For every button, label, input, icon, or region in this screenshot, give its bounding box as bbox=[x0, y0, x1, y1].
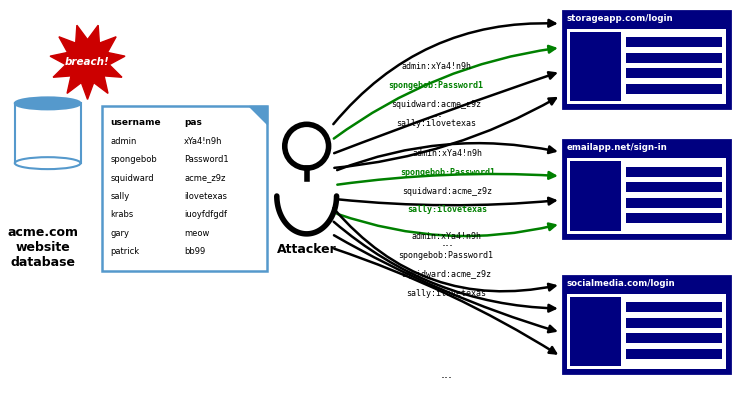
Text: Attacker: Attacker bbox=[277, 243, 337, 256]
FancyBboxPatch shape bbox=[103, 106, 267, 271]
Text: ilovetexas: ilovetexas bbox=[184, 192, 227, 201]
Text: sally:ilovetexas: sally:ilovetexas bbox=[406, 289, 486, 298]
Text: ...: ... bbox=[430, 107, 442, 120]
FancyBboxPatch shape bbox=[625, 182, 722, 192]
Text: admin: admin bbox=[110, 137, 137, 146]
Text: admin:xYa4!n9h: admin:xYa4!n9h bbox=[413, 149, 483, 158]
Text: squidward: squidward bbox=[110, 174, 154, 182]
FancyBboxPatch shape bbox=[625, 318, 722, 328]
Text: acme_z9z: acme_z9z bbox=[184, 174, 225, 182]
Text: admin:xYa4!n9h: admin:xYa4!n9h bbox=[401, 62, 471, 71]
Text: squidward:acme_z9z: squidward:acme_z9z bbox=[391, 100, 482, 109]
FancyBboxPatch shape bbox=[563, 140, 730, 238]
Text: breach!: breach! bbox=[65, 57, 110, 67]
FancyBboxPatch shape bbox=[570, 32, 621, 101]
Text: krabs: krabs bbox=[110, 211, 134, 219]
Text: username: username bbox=[110, 118, 161, 128]
Ellipse shape bbox=[15, 97, 81, 109]
FancyBboxPatch shape bbox=[567, 294, 726, 369]
FancyBboxPatch shape bbox=[570, 161, 621, 231]
FancyBboxPatch shape bbox=[625, 167, 722, 177]
FancyBboxPatch shape bbox=[567, 29, 726, 104]
Text: Password1: Password1 bbox=[184, 155, 229, 164]
Text: ...: ... bbox=[442, 236, 454, 249]
Text: socialmedia.com/login: socialmedia.com/login bbox=[567, 279, 675, 288]
FancyBboxPatch shape bbox=[15, 103, 81, 163]
FancyBboxPatch shape bbox=[625, 53, 722, 63]
FancyBboxPatch shape bbox=[567, 158, 726, 234]
Text: sally: sally bbox=[110, 192, 130, 201]
Text: gary: gary bbox=[110, 229, 129, 238]
FancyBboxPatch shape bbox=[625, 333, 722, 343]
FancyBboxPatch shape bbox=[625, 37, 722, 47]
Text: acme.com
website
database: acme.com website database bbox=[7, 226, 79, 269]
Text: admin:xYa4!n9h: admin:xYa4!n9h bbox=[411, 232, 481, 241]
Text: xYa4!n9h: xYa4!n9h bbox=[184, 137, 222, 146]
Text: emailapp.net/sign-in: emailapp.net/sign-in bbox=[567, 143, 667, 152]
FancyBboxPatch shape bbox=[563, 11, 730, 108]
Text: pas: pas bbox=[184, 118, 202, 128]
Text: patrick: patrick bbox=[110, 247, 139, 256]
Text: sally:ilovetexas: sally:ilovetexas bbox=[396, 119, 476, 128]
Text: spongebob: spongebob bbox=[110, 155, 157, 164]
FancyBboxPatch shape bbox=[625, 84, 722, 94]
FancyBboxPatch shape bbox=[625, 302, 722, 312]
Text: bb99: bb99 bbox=[184, 247, 206, 256]
FancyBboxPatch shape bbox=[625, 213, 722, 223]
Polygon shape bbox=[249, 106, 267, 124]
Text: sally:ilovetexas: sally:ilovetexas bbox=[407, 205, 487, 215]
Text: ...: ... bbox=[440, 369, 452, 381]
FancyBboxPatch shape bbox=[563, 276, 730, 373]
Text: spongebob:Password1: spongebob:Password1 bbox=[400, 168, 495, 176]
Ellipse shape bbox=[15, 157, 81, 169]
Polygon shape bbox=[50, 25, 125, 99]
Text: squidward:acme_z9z: squidward:acme_z9z bbox=[401, 270, 491, 279]
FancyBboxPatch shape bbox=[625, 198, 722, 208]
Text: spongebob:Password1: spongebob:Password1 bbox=[389, 81, 484, 90]
FancyBboxPatch shape bbox=[570, 297, 621, 367]
Text: spongebob:Password1: spongebob:Password1 bbox=[399, 251, 494, 260]
FancyBboxPatch shape bbox=[625, 68, 722, 78]
Text: iuoyfdfgdf: iuoyfdfgdf bbox=[184, 211, 227, 219]
Text: meow: meow bbox=[184, 229, 209, 238]
Text: squidward:acme_z9z: squidward:acme_z9z bbox=[403, 186, 493, 196]
Text: storageapp.com/login: storageapp.com/login bbox=[567, 14, 673, 23]
FancyBboxPatch shape bbox=[625, 348, 722, 358]
